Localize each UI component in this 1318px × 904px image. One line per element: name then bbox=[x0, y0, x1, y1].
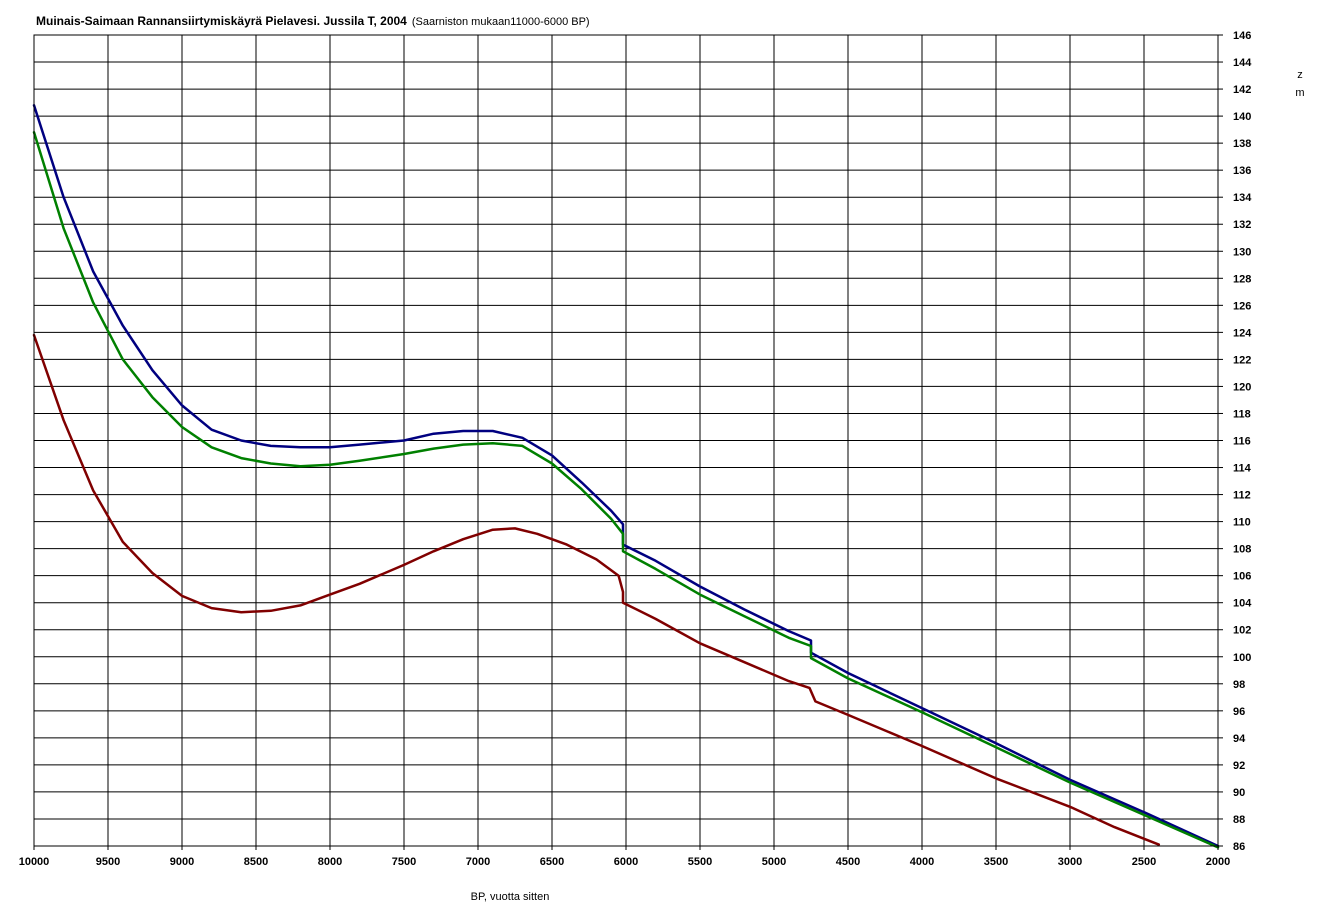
x-tick-label: 6500 bbox=[540, 856, 564, 868]
y-tick-label: 112 bbox=[1233, 490, 1251, 502]
y-tick-label: 110 bbox=[1233, 517, 1251, 529]
y-tick-label: 98 bbox=[1233, 679, 1245, 691]
x-tick-label: 3500 bbox=[984, 856, 1008, 868]
y-tick-label: 106 bbox=[1233, 571, 1251, 583]
y-tick-label: 126 bbox=[1233, 300, 1251, 312]
y-axis-ticks: 86 88 90 92 94 96 98 100 102 104 106 108 110 112 114 11… bbox=[1218, 30, 1252, 853]
x-tick-label: 7500 bbox=[392, 856, 416, 868]
x-tick-label: 3000 bbox=[1058, 856, 1082, 868]
y-tick-label: 86 bbox=[1233, 841, 1245, 853]
x-axis-label: BP, vuotta sitten bbox=[471, 891, 550, 903]
y-tick-label: 138 bbox=[1233, 138, 1251, 150]
x-axis-ticks: 10000 9500 9000 8500 8000 7500 7000 6500 6000 550… bbox=[19, 846, 1231, 868]
y-tick-label: 114 bbox=[1233, 463, 1252, 475]
y-tick-label: 90 bbox=[1233, 787, 1245, 799]
x-tick-label: 5000 bbox=[762, 856, 786, 868]
x-tick-label: 9000 bbox=[170, 856, 194, 868]
y-tick-label: 122 bbox=[1233, 354, 1251, 366]
y-tick-label: 120 bbox=[1233, 381, 1251, 393]
y-tick-label: 108 bbox=[1233, 544, 1251, 556]
y-tick-label: 100 bbox=[1233, 652, 1251, 664]
y-tick-label: 104 bbox=[1233, 598, 1252, 610]
chart-title-main: Muinais-Saimaan Rannansiirtymiskäyrä Pie… bbox=[36, 14, 407, 28]
x-tick-label: 4500 bbox=[836, 856, 860, 868]
y-tick-label: 136 bbox=[1233, 165, 1251, 177]
y-tick-label: 128 bbox=[1233, 273, 1251, 285]
x-tick-label: 2000 bbox=[1206, 856, 1230, 868]
x-tick-label: 4000 bbox=[910, 856, 934, 868]
y-tick-label: 94 bbox=[1233, 733, 1246, 745]
x-tick-label: 8000 bbox=[318, 856, 342, 868]
y-tick-label: 124 bbox=[1233, 327, 1252, 339]
y-tick-label: 130 bbox=[1233, 246, 1251, 258]
y-tick-label: 144 bbox=[1233, 57, 1252, 69]
y-axis-label-top: z bbox=[1297, 69, 1303, 81]
y-tick-label: 96 bbox=[1233, 706, 1245, 718]
y-tick-label: 140 bbox=[1233, 111, 1251, 123]
chart-title-sub: (Saarniston mukaan11000-6000 BP) bbox=[412, 16, 590, 28]
x-tick-label: 8500 bbox=[244, 856, 268, 868]
y-tick-label: 118 bbox=[1233, 408, 1251, 420]
y-tick-label: 102 bbox=[1233, 625, 1251, 637]
y-tick-label: 88 bbox=[1233, 814, 1245, 826]
y-tick-label: 132 bbox=[1233, 219, 1251, 231]
y-axis-label-bottom: m bbox=[1295, 87, 1304, 99]
x-tick-label: 7000 bbox=[466, 856, 490, 868]
x-tick-label: 10000 bbox=[19, 856, 50, 868]
y-tick-label: 116 bbox=[1233, 436, 1251, 448]
y-tick-label: 134 bbox=[1233, 192, 1252, 204]
y-tick-label: 146 bbox=[1233, 30, 1251, 42]
x-tick-label: 5500 bbox=[688, 856, 712, 868]
x-tick-label: 9500 bbox=[96, 856, 120, 868]
chart-title: Muinais-Saimaan Rannansiirtymiskäyrä Pie… bbox=[36, 14, 590, 28]
y-tick-label: 142 bbox=[1233, 84, 1251, 96]
x-tick-label: 2500 bbox=[1132, 856, 1156, 868]
y-tick-label: 92 bbox=[1233, 760, 1245, 772]
x-tick-label: 6000 bbox=[614, 856, 638, 868]
